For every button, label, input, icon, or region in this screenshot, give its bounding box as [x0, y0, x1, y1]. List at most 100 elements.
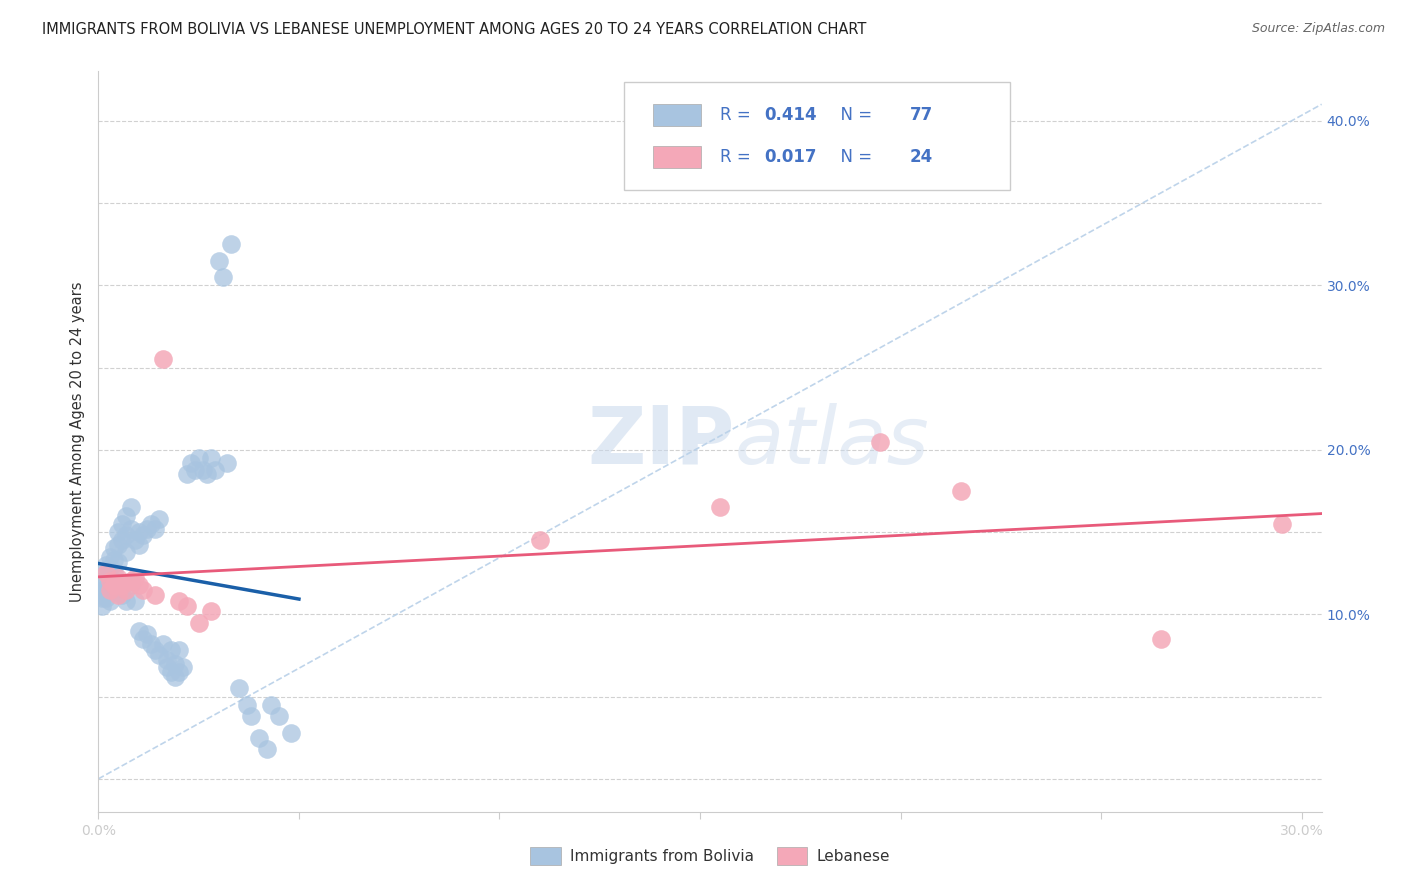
Point	[100, 561, 122, 575]
Point	[128, 524, 150, 539]
Point	[180, 456, 202, 470]
Point	[128, 538, 150, 552]
Point	[100, 574, 122, 589]
Point	[91, 591, 114, 605]
Point	[120, 577, 142, 591]
Point	[163, 657, 186, 671]
Point	[115, 582, 138, 597]
Point	[120, 500, 142, 515]
Point	[96, 566, 118, 581]
Text: N =: N =	[830, 148, 877, 166]
Text: R =: R =	[720, 148, 756, 166]
Text: IMMIGRANTS FROM BOLIVIA VS LEBANESE UNEMPLOYMENT AMONG AGES 20 TO 24 YEARS CORRE: IMMIGRANTS FROM BOLIVIA VS LEBANESE UNEM…	[42, 22, 866, 37]
Point	[111, 516, 134, 531]
Point	[135, 627, 157, 641]
Point	[143, 643, 166, 657]
Point	[176, 467, 198, 482]
Point	[96, 582, 118, 597]
Point	[111, 577, 134, 591]
Point	[139, 516, 162, 531]
Point	[96, 558, 118, 572]
Point	[103, 577, 125, 591]
Point	[204, 462, 226, 476]
Point	[128, 624, 150, 638]
Point	[91, 599, 114, 613]
Text: N =: N =	[830, 106, 877, 124]
Point	[152, 637, 174, 651]
Point	[949, 483, 972, 498]
Point	[187, 615, 209, 630]
Point	[111, 533, 134, 548]
FancyBboxPatch shape	[652, 146, 702, 168]
Point	[869, 434, 891, 449]
Point	[163, 670, 186, 684]
Point	[100, 549, 122, 564]
Point	[120, 522, 142, 536]
Point	[124, 571, 146, 585]
Point	[155, 660, 177, 674]
Point	[155, 653, 177, 667]
Point	[152, 352, 174, 367]
Point	[183, 462, 205, 476]
Point	[167, 594, 190, 608]
Point	[200, 604, 222, 618]
FancyBboxPatch shape	[652, 104, 702, 126]
Point	[247, 731, 270, 745]
Text: 24: 24	[910, 148, 932, 166]
Point	[124, 533, 146, 548]
Point	[115, 508, 138, 523]
Point	[115, 545, 138, 559]
Point	[107, 555, 129, 569]
Point	[100, 594, 122, 608]
Text: atlas: atlas	[734, 402, 929, 481]
Point	[91, 574, 114, 589]
Point	[709, 500, 731, 515]
Point	[256, 742, 278, 756]
Point	[219, 237, 242, 252]
Point	[111, 588, 134, 602]
Y-axis label: Unemployment Among Ages 20 to 24 years: Unemployment Among Ages 20 to 24 years	[70, 281, 86, 602]
Text: 0.414: 0.414	[763, 106, 817, 124]
Point	[135, 522, 157, 536]
Point	[107, 577, 129, 591]
Point	[115, 528, 138, 542]
Point	[103, 566, 125, 581]
Point	[103, 582, 125, 597]
Point	[131, 632, 153, 646]
Point	[100, 577, 122, 591]
Point	[96, 574, 118, 589]
Point	[148, 648, 170, 663]
Point	[103, 541, 125, 556]
Point	[107, 538, 129, 552]
Point	[131, 582, 153, 597]
Point	[280, 725, 302, 739]
Point	[187, 450, 209, 465]
Point	[128, 577, 150, 591]
Point	[176, 599, 198, 613]
Text: R =: R =	[720, 106, 756, 124]
Point	[191, 462, 214, 476]
Point	[239, 709, 262, 723]
Point	[167, 665, 190, 679]
Point	[100, 582, 122, 597]
Text: ZIP: ZIP	[588, 402, 734, 481]
Point	[1270, 516, 1292, 531]
Point	[107, 588, 129, 602]
Point	[96, 566, 118, 581]
Point	[131, 528, 153, 542]
Point	[200, 450, 222, 465]
Point	[529, 533, 551, 548]
Point	[208, 253, 231, 268]
Point	[143, 522, 166, 536]
Point	[107, 524, 129, 539]
Point	[260, 698, 283, 712]
Point	[172, 660, 194, 674]
Text: Source: ZipAtlas.com: Source: ZipAtlas.com	[1251, 22, 1385, 36]
Point	[143, 588, 166, 602]
Point	[139, 637, 162, 651]
Text: 0.017: 0.017	[763, 148, 817, 166]
Point	[215, 456, 238, 470]
Point	[100, 571, 122, 585]
FancyBboxPatch shape	[624, 82, 1010, 190]
Point	[236, 698, 259, 712]
